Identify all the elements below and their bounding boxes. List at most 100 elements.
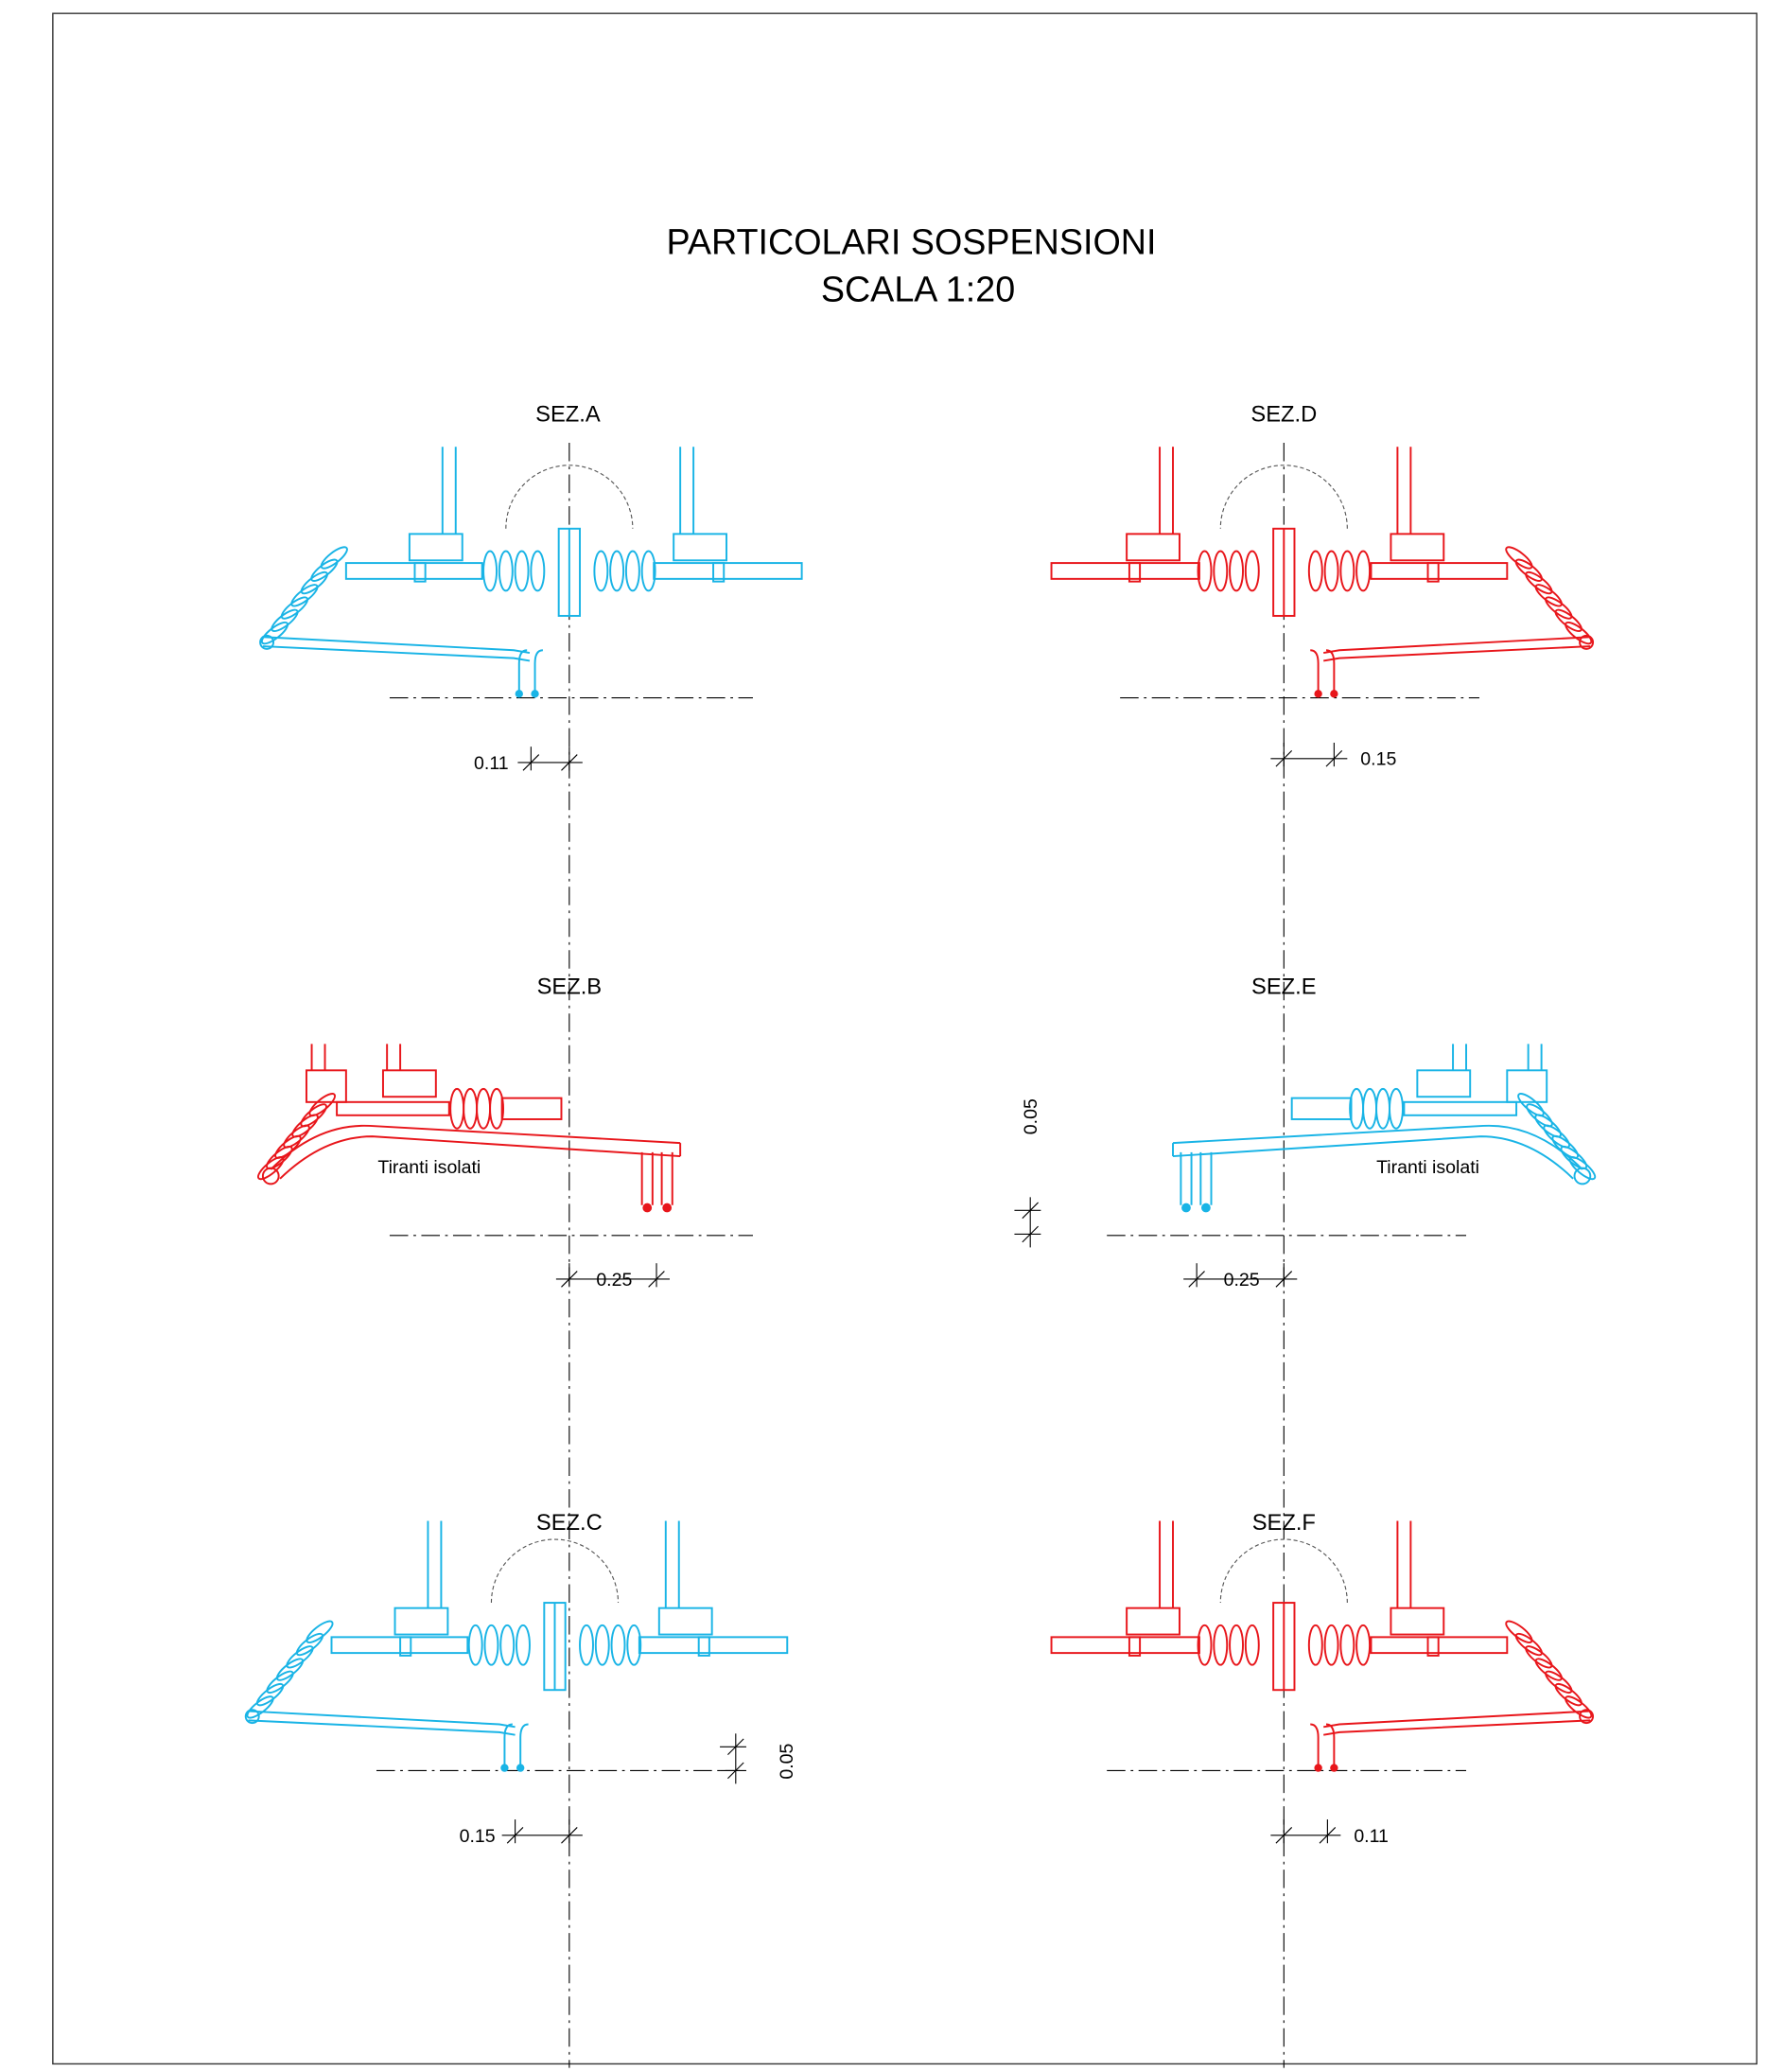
contact-wire [1182,1203,1190,1211]
rod-eye [263,1168,279,1185]
contact-wire [532,691,538,697]
insulator-shed [1214,1625,1227,1665]
bracket [383,1070,436,1097]
bracket [1127,534,1180,560]
contact-wire [1315,1765,1321,1771]
dimension-label: 0.11 [474,753,509,774]
suspension-assembly [259,447,802,697]
insulator-shed [1246,1625,1259,1665]
tube [337,1102,449,1115]
section-label: SEZ.E [1251,975,1317,999]
hook [1310,650,1318,693]
insulator-shed [1309,1625,1322,1665]
insulator-shed [483,552,497,591]
tube [639,1637,787,1653]
insulator-shed [1230,552,1243,591]
insulator-shed [531,552,544,591]
tube [1292,1098,1352,1119]
insulator-shed [1340,1625,1354,1665]
insulator-shed [1390,1089,1403,1129]
dimension-label: 0.05 [777,1743,797,1779]
suspension-assembly [1052,1520,1595,1771]
insulator-shed [1356,552,1370,591]
tube [502,1098,562,1119]
dimension-label: 0.15 [460,1826,496,1847]
bracket [410,534,463,560]
tube [1052,563,1199,579]
bracket [1127,1608,1180,1635]
bracket [1390,534,1443,560]
section-label: SEZ.D [1250,403,1317,428]
insulator-shed [450,1089,463,1129]
dimension-label: 0.25 [1224,1270,1260,1291]
contact-wire [517,1765,524,1771]
dimension-label: 0.25 [596,1270,632,1291]
hook [519,650,527,693]
insulator-shed [477,1089,490,1129]
tube [654,563,801,579]
contact-wire [643,1203,651,1211]
insulator-shed [1309,552,1322,591]
insulator-shed [500,1625,514,1665]
contact-wire [1202,1203,1210,1211]
insulator-shed [596,1625,609,1665]
hook [1326,1725,1334,1767]
insulator-shed [516,552,529,591]
insulator-shed [626,552,639,591]
tie-rod [263,637,530,653]
page: {"title": {"line1": "PARTICOLARI SOSPENS… [0,0,1766,2072]
hook [535,650,543,693]
dimension-label: 0.11 [1354,1826,1389,1847]
contact-wire [1331,691,1338,697]
hook [504,1725,512,1767]
bracket [1417,1070,1470,1097]
contact-wire [1331,1765,1338,1771]
tube [1052,1637,1199,1653]
bracket [659,1608,712,1635]
dimension-label: 0.05 [1021,1098,1041,1134]
insulator-shed [1214,552,1227,591]
tie-rod [249,1712,516,1728]
section-label: SEZ.F [1252,1511,1316,1536]
contact-wire [663,1203,671,1211]
insulator-shed [1363,1089,1376,1129]
hook [520,1725,528,1767]
contact-wire [516,691,522,697]
annotation: Tiranti isolati [377,1157,481,1178]
tie-rod [1173,1136,1573,1179]
tie-rod [1323,637,1590,653]
insulator-shed [580,1625,593,1665]
insulator-shed [499,552,513,591]
insulator-shed [1325,1625,1338,1665]
drawing-scale: SCALA 1:20 [821,270,1015,309]
insulator-shed [1376,1089,1390,1129]
sheet-frame [53,13,1757,2063]
section-label: SEZ.B [537,975,603,999]
contact-wire [1315,691,1321,697]
swing-arc [491,1539,618,1603]
rod-eye [1575,1168,1591,1185]
bracket [673,534,726,560]
drawing-sheet: PARTICOLARI SOSPENSIONI SCALA 1:20 SEZ.A… [0,0,1766,2072]
insulator-shed [610,552,623,591]
insulator-shed [469,1625,482,1665]
section-label: SEZ.C [536,1511,603,1536]
insulator-shed [516,1625,530,1665]
drawing-title: PARTICOLARI SOSPENSIONI [667,221,1157,261]
insulator-shed [594,552,607,591]
insulator-shed [612,1625,625,1665]
insulator-shed [1230,1625,1243,1665]
insulator-shed [1246,552,1259,591]
suspension-assembly [244,1520,787,1771]
hook [1326,650,1334,693]
tie-rod [1323,1712,1590,1728]
insulator-shed [484,1625,498,1665]
insulator-shed [463,1089,477,1129]
insulator-shed [1325,552,1338,591]
insulator-shed [1340,552,1354,591]
hook [1310,1725,1318,1767]
section-label: SEZ.A [535,403,601,428]
suspension-assembly [1052,447,1595,697]
suspension-assembly [255,1044,680,1211]
bracket [1390,1608,1443,1635]
